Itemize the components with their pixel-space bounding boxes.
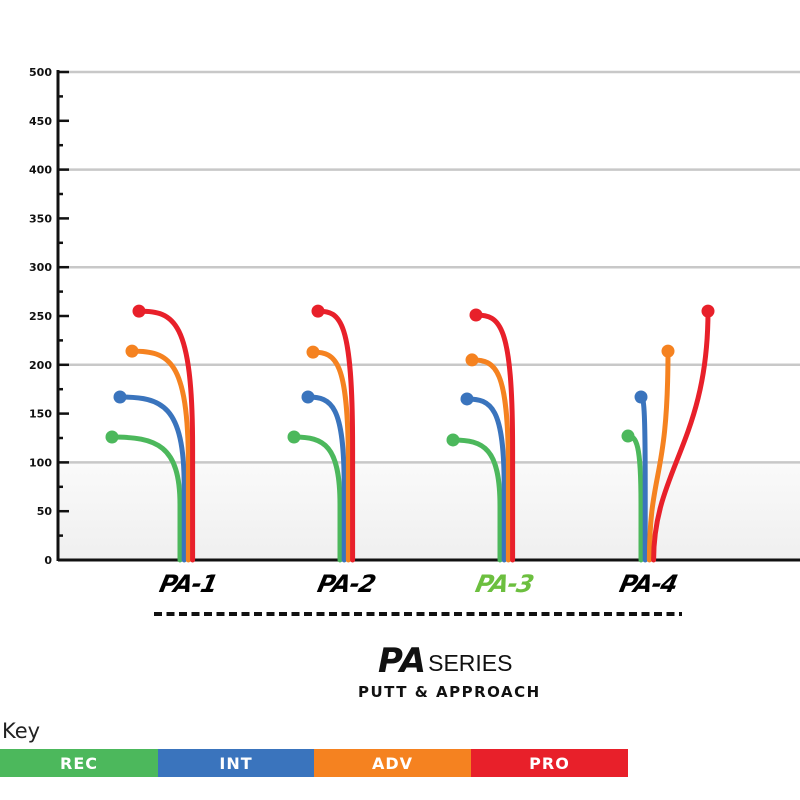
y-tick-label: 250: [29, 310, 52, 323]
flight-pa-3-rec: [450, 437, 503, 563]
flight-end-pa-1-rec: [105, 430, 119, 444]
flight-end-pa-3-adv: [465, 353, 479, 367]
y-tick-label: 0: [44, 554, 52, 567]
legend-pro: PRO: [471, 749, 628, 777]
y-tick-label: 350: [29, 212, 52, 225]
y-tick-label: 450: [29, 115, 52, 128]
y-tick-label: 200: [29, 359, 52, 372]
flight-end-pa-4-int: [634, 390, 648, 404]
flight-pa-4-pro: [651, 308, 711, 563]
flight-pa-2-adv: [310, 349, 351, 563]
lower-band: [58, 462, 800, 560]
flight-pa-1-rec: [109, 434, 183, 563]
flight-pa-1-adv: [129, 348, 191, 563]
legend: REC INT ADV PRO: [0, 749, 628, 777]
flight-pa-2-rec: [291, 434, 343, 563]
flight-pa-4-adv: [646, 348, 671, 563]
disc-label-pa-2: PA-2: [315, 570, 378, 598]
legend-adv: ADV: [314, 749, 471, 777]
flight-end-pa-1-adv: [125, 344, 139, 358]
flight-end-pa-2-rec: [287, 430, 301, 444]
series-logo: PA SERIES: [378, 644, 513, 678]
y-tick-label: 500: [29, 66, 52, 79]
disc-label-pa-4: PA-4: [617, 570, 680, 598]
flight-pa-1-pro: [136, 308, 196, 563]
y-tick-label: 50: [37, 505, 53, 518]
y-tick-label: 400: [29, 164, 52, 177]
flight-end-pa-1-int: [113, 390, 127, 404]
y-tick-label: 300: [29, 261, 52, 274]
y-tick-label: 150: [29, 408, 52, 421]
flight-end-pa-3-rec: [446, 433, 460, 447]
y-tick-label: 100: [29, 456, 52, 469]
flight-end-pa-2-adv: [306, 345, 320, 359]
disc-label-pa-3: PA-3: [473, 570, 536, 598]
key-title: Key: [2, 719, 41, 743]
flight-end-pa-4-rec: [621, 429, 635, 443]
flight-end-pa-4-pro: [701, 304, 715, 318]
flight-pa-3-pro: [473, 312, 516, 563]
flight-pa-3-int: [464, 396, 507, 563]
flight-chart: 0 50 100 150 200 250 300 350 400 450 500: [29, 66, 800, 616]
flight-pa-2-int: [305, 394, 347, 563]
legend-int: INT: [158, 749, 314, 777]
flight-end-pa-3-pro: [469, 308, 483, 322]
logo-mark: PA: [378, 641, 427, 681]
flight-pa-2-pro: [315, 308, 356, 563]
flight-pa-3-adv: [469, 357, 511, 563]
flight-end-pa-2-pro: [311, 304, 325, 318]
flight-end-pa-2-int: [301, 390, 315, 404]
logo-series-text: SERIES: [428, 650, 513, 676]
flight-end-pa-4-adv: [661, 344, 675, 358]
legend-rec: REC: [0, 749, 158, 777]
flight-end-pa-1-pro: [132, 304, 146, 318]
flight-pa-1-int: [117, 394, 187, 563]
disc-label-pa-1: PA-1: [157, 570, 220, 598]
flight-end-pa-3-int: [460, 392, 474, 406]
subtitle: PUTT & APPROACH: [358, 683, 541, 701]
